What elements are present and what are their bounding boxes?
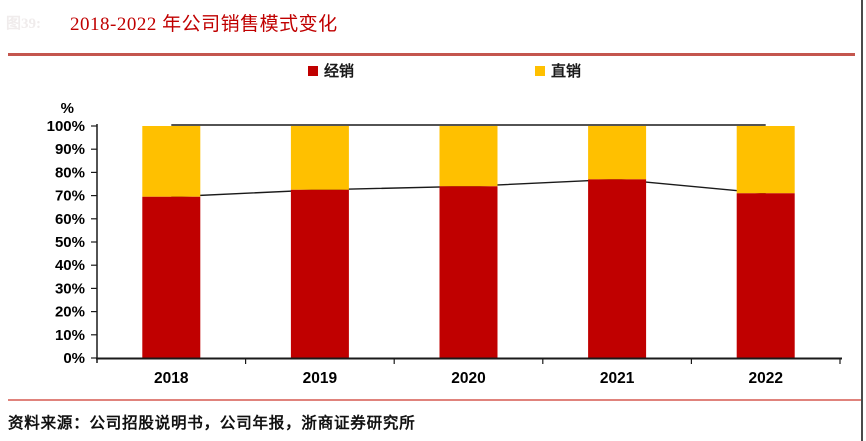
bar-distribution-2020 — [439, 186, 498, 358]
y-axis-tick-label: 40% — [55, 257, 85, 274]
x-axis-category-label: 2022 — [748, 370, 782, 387]
bar-direct-2018 — [142, 126, 201, 197]
page-column-border — [861, 0, 863, 441]
source-note: 资料来源：公司招股说明书，公司年报，浙商证券研究所 — [8, 415, 416, 432]
legend-swatch-distribution-icon — [308, 65, 318, 76]
source-divider-rule — [8, 399, 861, 401]
bar-distribution-2019 — [290, 189, 349, 358]
stacked-bar-chart: 100% 90% 80% 70% 60% 50% 40% 30% 20% 10% 0%% 2018 20… — [47, 100, 842, 387]
y-axis-tick-label: 70% — [55, 188, 85, 205]
y-axis-tick-label: 100% — [47, 118, 85, 135]
legend-swatch-direct-icon — [535, 65, 545, 76]
bar-distribution-2022 — [736, 193, 795, 358]
y-axis-tick-label: 10% — [55, 327, 85, 344]
bar-direct-2022 — [736, 126, 795, 194]
bar-direct-2021 — [588, 126, 647, 180]
y-axis-tick-label: 20% — [55, 304, 85, 321]
y-axis-tick-label: 0% — [63, 350, 85, 367]
bar-distribution-2021 — [588, 179, 647, 358]
legend-item-direct: 直销 — [535, 60, 581, 81]
y-axis-tick-label: 90% — [55, 141, 85, 158]
bar-direct-2019 — [290, 126, 349, 190]
bar-direct-2020 — [439, 126, 498, 187]
y-axis-tick-label: 80% — [55, 164, 85, 181]
legend-label: 经销 — [324, 64, 355, 80]
legend-item-distribution: 经销 — [308, 60, 354, 81]
x-axis-category-label: 2021 — [600, 370, 635, 387]
bar-distribution-2018 — [142, 196, 201, 358]
x-axis-category-label: 2019 — [303, 370, 338, 387]
y-axis-unit-label: % — [61, 100, 74, 117]
y-axis-tick-label: 30% — [55, 280, 85, 297]
legend-label: 直销 — [551, 64, 582, 80]
x-axis-category-label: 2020 — [451, 370, 485, 387]
y-axis-tick-label: 50% — [55, 234, 85, 251]
x-axis-category-label: 2018 — [154, 370, 189, 387]
title-divider-rule — [8, 53, 855, 56]
y-axis-tick-label: 60% — [55, 211, 85, 228]
chart-title: 2018-2022 年公司销售模式变化 — [70, 14, 338, 35]
figure-number-label: 图39: — [6, 16, 41, 32]
